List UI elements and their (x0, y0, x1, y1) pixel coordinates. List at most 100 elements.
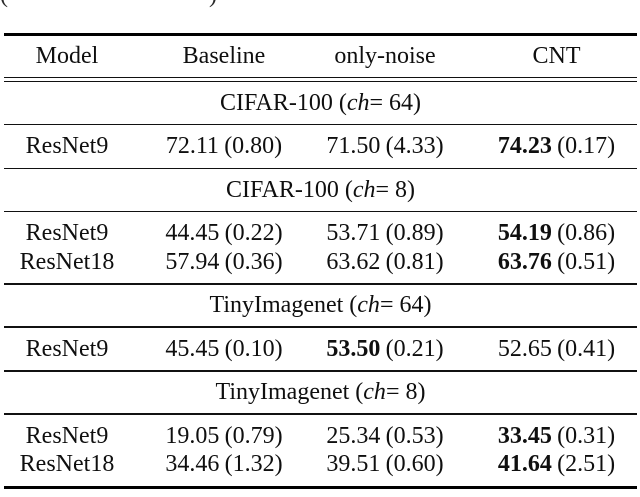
baseline-value: 34.46 (165, 451, 220, 478)
only-noise-value: 39.51 (326, 451, 381, 478)
cnt-std: (2.51) (557, 451, 616, 478)
cnt-cell: 63.76 (0.51) (466, 249, 637, 276)
baseline-value: 57.94 (165, 248, 220, 275)
column-header-cnt: CNT (532, 43, 581, 69)
only-noise-value: 53.50 (326, 335, 381, 362)
double-rule-line (4, 77, 637, 79)
header-double-rule (4, 77, 637, 83)
model-cell: ResNet9 (25, 335, 109, 362)
table-row: ResNet18 57.94 (0.36) 63.62 (0.81) 63.76 (0… (4, 248, 637, 277)
only-noise-value: 25.34 (326, 422, 381, 449)
section-title-text: CIFAR-100 ( (225, 176, 353, 203)
baseline-std: (0.22) (224, 220, 283, 247)
cnt-std: (0.17) (557, 133, 616, 160)
section-title-text: TinyImagenet ( (209, 292, 358, 319)
section-title-math-var: ch (346, 89, 370, 116)
baseline-cell: 57.94 (0.36) (144, 249, 304, 276)
baseline-std: (0.36) (224, 248, 283, 275)
cnt-value: 54.19 (497, 220, 552, 247)
cnt-std: (0.31) (557, 422, 616, 449)
section-title-math-var: ch (352, 176, 376, 203)
section-title-tinyimagenet-ch64: TinyImagenet (ch = 64) (4, 285, 637, 327)
section-title-cifar100-ch64: CIFAR-100 (ch = 64) (4, 82, 637, 124)
only-noise-std: (0.60) (385, 451, 444, 478)
baseline-cell: 19.05 (0.79) (144, 423, 304, 450)
cnt-cell: 33.45 (0.31) (466, 423, 637, 450)
data-block-tinyimagenet-ch64: ResNet9 45.45 (0.10) 53.50 (0.21) 52.65 (0.… (4, 328, 637, 371)
cnt-cell: 52.65 (0.41) (466, 336, 637, 363)
data-block-tinyimagenet-ch8: ResNet9 19.05 (0.79) 25.34 (0.53) 33.45 (0.… (4, 415, 637, 486)
only-noise-cell: 25.34 (0.53) (304, 423, 466, 450)
cnt-value: 52.65 (497, 335, 552, 362)
column-header-baseline: Baseline (182, 43, 266, 69)
section-rule (4, 370, 637, 372)
only-noise-cell: 39.51 (0.60) (304, 451, 466, 478)
table-row: ResNet18 34.46 (1.32) 39.51 (0.60) 41.64 (2… (4, 450, 637, 479)
cnt-value: 74.23 (497, 133, 552, 160)
double-rule-line (4, 80, 637, 83)
cnt-value: 63.76 (497, 248, 552, 275)
baseline-value: 44.45 (165, 220, 220, 247)
section-title-tinyimagenet-ch8: TinyImagenet (ch = 8) (4, 372, 637, 414)
section-title-text: = 64) (379, 292, 432, 319)
only-noise-value: 63.62 (326, 248, 381, 275)
section-rule (4, 283, 637, 285)
baseline-value: 72.11 (165, 133, 219, 160)
baseline-cell: 45.45 (0.10) (144, 336, 304, 363)
bottom-rule (4, 485, 637, 489)
column-header-only-noise: only-noise (334, 43, 436, 69)
baseline-std: (0.80) (224, 133, 283, 160)
section-title-math-var: ch (363, 379, 386, 406)
only-noise-std: (0.53) (385, 422, 444, 449)
data-block-cifar100-ch8: ResNet9 44.45 (0.22) 53.71 (0.89) 54.19 (0.… (4, 212, 637, 283)
section-title-cifar100-ch8: CIFAR-100 (ch = 8) (4, 169, 637, 211)
section-title-text: TinyImagenet ( (215, 379, 364, 406)
model-cell: ResNet9 (25, 220, 109, 247)
section-title-text: CIFAR-100 ( (219, 89, 347, 116)
baseline-cell: 44.45 (0.22) (144, 220, 304, 247)
cnt-cell: 74.23 (0.17) (466, 133, 637, 160)
section-rule (4, 413, 637, 415)
only-noise-value: 71.50 (326, 133, 381, 160)
only-noise-cell: 71.50 (4.33) (304, 133, 466, 160)
section-rule (4, 167, 637, 170)
section-rule (4, 123, 637, 126)
baseline-cell: 34.46 (1.32) (144, 451, 304, 478)
data-block-cifar100-ch64: ResNet9 72.11 (0.80) 71.50 (4.33) 74.23 (0.… (4, 125, 637, 168)
table-header-row: Model Baseline only-noise CNT (4, 36, 637, 77)
section-rule (4, 326, 637, 328)
model-cell: ResNet18 (19, 248, 115, 275)
table-row: ResNet9 45.45 (0.10) 53.50 (0.21) 52.65 (0.… (4, 335, 637, 364)
cropped-caption-fragment-right: ) (209, 0, 217, 9)
only-noise-std: (4.33) (385, 133, 444, 160)
table-row: ResNet9 72.11 (0.80) 71.50 (4.33) 74.23 (0.… (4, 132, 637, 161)
cnt-std: (0.86) (557, 220, 616, 247)
section-title-text: = 8) (385, 379, 426, 406)
model-cell: ResNet9 (25, 133, 109, 160)
baseline-std: (0.10) (224, 335, 283, 362)
baseline-cell: 72.11 (0.80) (144, 133, 304, 160)
cnt-std: (0.41) (557, 335, 616, 362)
only-noise-cell: 53.71 (0.89) (304, 220, 466, 247)
section-title-math-var: ch (357, 292, 380, 319)
only-noise-cell: 63.62 (0.81) (304, 249, 466, 276)
table-row: ResNet9 44.45 (0.22) 53.71 (0.89) 54.19 (0.… (4, 219, 637, 248)
baseline-std: (1.32) (224, 451, 283, 478)
top-rule (4, 33, 637, 36)
section-rule (4, 210, 637, 213)
section-title-text: = 8) (375, 176, 416, 203)
baseline-value: 19.05 (165, 422, 220, 449)
cnt-cell: 54.19 (0.86) (466, 220, 637, 247)
table-row: ResNet9 19.05 (0.79) 25.34 (0.53) 33.45 (0.… (4, 422, 637, 451)
results-table: Model Baseline only-noise CNT CIFAR-100 … (4, 33, 637, 489)
column-header-model: Model (35, 43, 99, 69)
cnt-cell: 41.64 (2.51) (466, 451, 637, 478)
cnt-std: (0.51) (557, 248, 616, 275)
only-noise-std: (0.81) (385, 248, 444, 275)
model-cell: ResNet18 (19, 451, 115, 478)
section-title-text: = 64) (369, 89, 422, 116)
cropped-caption-fragment-left: ( (0, 0, 8, 9)
model-cell: ResNet9 (25, 422, 109, 449)
baseline-value: 45.45 (165, 335, 220, 362)
